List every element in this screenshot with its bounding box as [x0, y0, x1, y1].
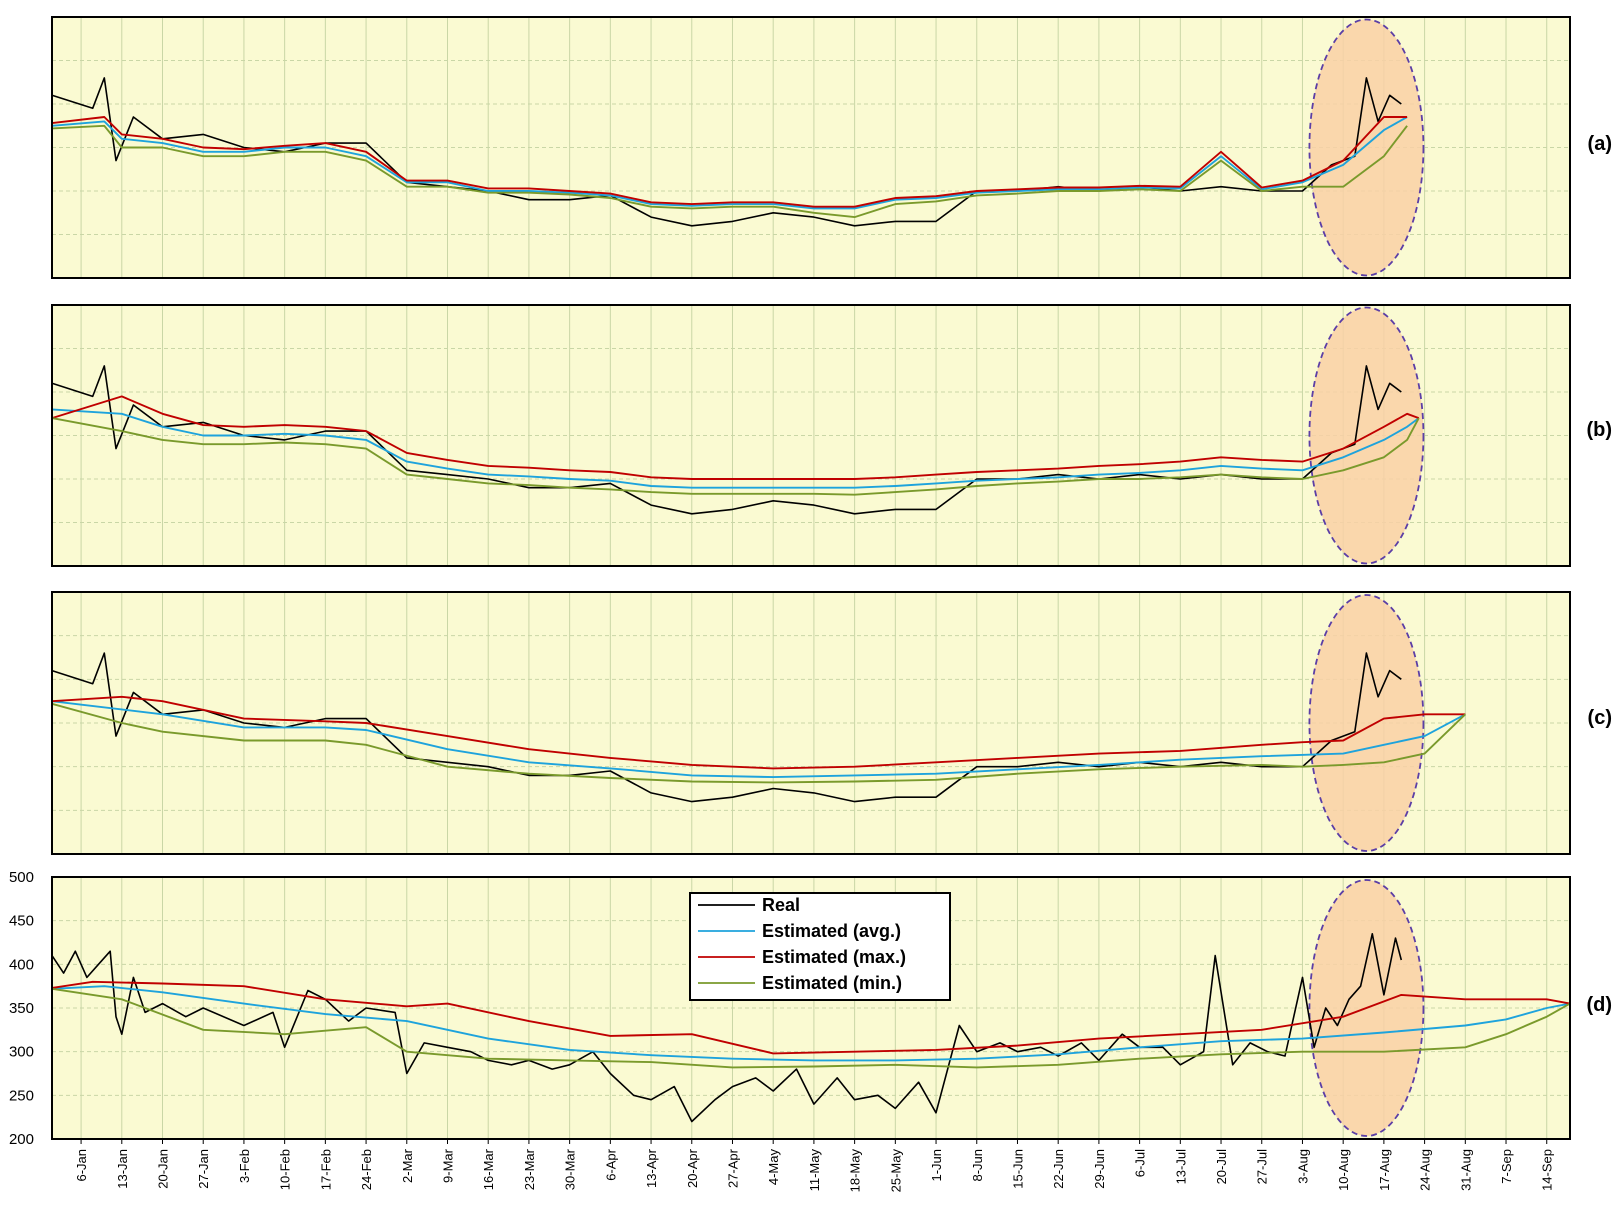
series-line-estimated-min	[51, 124, 1408, 219]
x-tick-label: 13-Jul	[1173, 1149, 1188, 1185]
series-line-estimated-max	[51, 116, 1408, 208]
x-tick-label: 20-Apr	[685, 1148, 700, 1188]
x-tick-label: 13-Jan	[115, 1149, 130, 1189]
highlight-ellipse	[1308, 594, 1425, 852]
panel-label-c: (c)	[1588, 707, 1612, 729]
x-tick-label: 27-Jan	[196, 1149, 211, 1189]
series-line-estimated-avg	[51, 700, 1466, 779]
x-tick-label: 17-Feb	[318, 1149, 333, 1190]
x-tick-label: 20-Jul	[1214, 1149, 1229, 1185]
x-tick-label: 13-Apr	[644, 1148, 659, 1188]
legend-label-real: Real	[762, 895, 800, 915]
series-line-estimated-min	[51, 417, 1420, 496]
x-tick-label: 8-Jun	[970, 1149, 985, 1182]
series-line-estimated-avg	[51, 408, 1420, 489]
series-line-estimated-max	[51, 980, 1571, 1055]
series-line-estimated-min	[51, 702, 1466, 784]
x-tick-label: 25-May	[888, 1149, 903, 1193]
series-line-estimated-max	[51, 695, 1466, 770]
series-line-estimated-min	[51, 987, 1571, 1069]
x-tick-label: 7-Sep	[1499, 1149, 1514, 1184]
plot-frame	[51, 304, 1571, 567]
y-tick-label: 450	[9, 913, 34, 930]
x-tick-label: 10-Feb	[278, 1149, 293, 1190]
y-tick-label: 300	[9, 1044, 34, 1061]
x-tick-label: 24-Aug	[1418, 1149, 1433, 1191]
x-tick-label: 18-May	[848, 1149, 863, 1193]
x-tick-label: 29-Jun	[1092, 1149, 1107, 1189]
series-line-real	[51, 77, 1402, 227]
x-tick-label: 30-Mar	[563, 1148, 578, 1190]
x-tick-label: 2-Mar	[400, 1148, 415, 1183]
panel-label-b: (b)	[1586, 419, 1612, 441]
x-tick-label: 14-Sep	[1540, 1149, 1555, 1191]
legend-label-estimated-min: Estimated (min.)	[762, 973, 902, 993]
x-tick-label: 17-Aug	[1377, 1149, 1392, 1191]
x-tick-label: 6-Apr	[603, 1148, 618, 1180]
legend: Real Estimated (avg.) Estimated (max.) E…	[689, 892, 951, 1001]
x-tick-label: 4-May	[766, 1149, 781, 1186]
y-tick-label: 400	[9, 956, 34, 973]
x-tick-label: 31-Aug	[1458, 1149, 1473, 1191]
panel-label-a: (a)	[1588, 133, 1612, 155]
highlight-ellipse	[1308, 18, 1425, 277]
plot-frame	[51, 16, 1571, 279]
x-tick-label: 24-Feb	[359, 1149, 374, 1190]
legend-label-estimated-avg: Estimated (avg.)	[762, 921, 901, 941]
y-tick-label: 250	[9, 1087, 34, 1104]
x-tick-label: 3-Aug	[1296, 1149, 1311, 1184]
legend-label-estimated-max: Estimated (max.)	[762, 947, 906, 967]
x-tick-label: 27-Jul	[1255, 1149, 1270, 1185]
x-tick-label: 10-Aug	[1336, 1149, 1351, 1191]
y-tick-label: 200	[9, 1131, 34, 1148]
y-tick-label: 500	[9, 869, 34, 886]
series-line-estimated-avg	[51, 985, 1571, 1062]
plot-frame	[51, 591, 1571, 855]
x-tick-label: 16-Mar	[481, 1148, 496, 1190]
x-tick-label: 6-Jan	[74, 1149, 89, 1182]
x-tick-label: 3-Feb	[237, 1149, 252, 1183]
x-tick-label: 9-Mar	[441, 1148, 456, 1183]
panel-label-d: (d)	[1586, 994, 1612, 1016]
series-line-estimated-avg	[51, 116, 1408, 210]
x-tick-label: 20-Jan	[156, 1149, 171, 1189]
y-tick-label: 350	[9, 1000, 34, 1017]
chart-panel-d: (d) 200 250 300 350 400 450 500 6-Jan 13-Jan 20-Ja…	[9, 869, 1612, 1192]
plot-frame	[51, 876, 1571, 1140]
chart-panel-b: (b)	[51, 304, 1612, 567]
x-tick-label: 23-Mar	[522, 1148, 537, 1190]
x-tick-label: 15-Jun	[1011, 1149, 1026, 1189]
x-tick-label: 6-Jul	[1133, 1149, 1148, 1177]
chart-panel-a: (a)	[51, 16, 1612, 279]
chart-panel-c: (c)	[51, 591, 1612, 855]
x-tick-label: 1-Jun	[929, 1149, 944, 1182]
grid	[52, 17, 1570, 278]
x-tick-label: 27-Apr	[726, 1148, 741, 1188]
series-line-estimated-max	[51, 395, 1420, 480]
x-tick-label: 22-Jun	[1051, 1149, 1066, 1189]
x-tick-label: 11-May	[807, 1149, 822, 1192]
